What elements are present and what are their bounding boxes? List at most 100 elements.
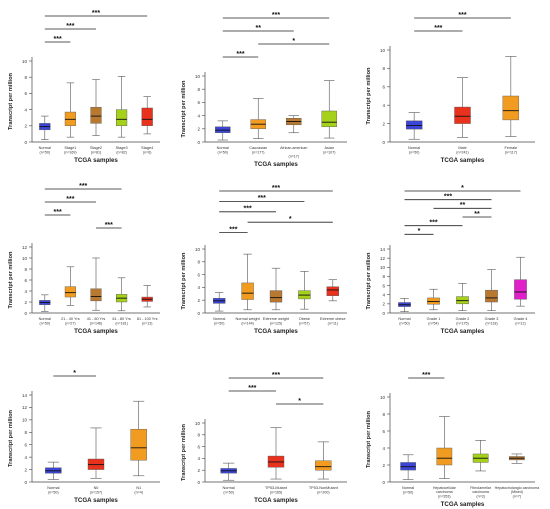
box-2: Grade 1(n=54)	[427, 288, 441, 325]
x-axis-title: TCGA samples	[441, 328, 485, 335]
significance-label: ***	[434, 25, 442, 32]
category-label: 21 - 40 Yrs	[61, 317, 80, 321]
y-tick-label: 8	[197, 87, 200, 92]
category-label: Hepatocellular carcinoma	[433, 486, 457, 494]
x-axis-title: TCGA samples	[441, 501, 485, 508]
category-count: (n=13)	[142, 321, 153, 325]
significance-bracket: ***	[404, 193, 492, 200]
y-tick-label: 10	[195, 74, 201, 79]
panel-9: 0 2 4 6 8 10 Transcript per million Normal(n=50…	[366, 372, 539, 508]
box-2: TP53-Mutant(n=165)	[265, 427, 288, 494]
box-1: Normal(n=50)	[45, 461, 62, 494]
box-body	[321, 110, 337, 128]
category-label: Extreme weight	[263, 317, 290, 321]
category-count: (n=169)	[64, 150, 77, 154]
x-axis-title: TCGA samples	[74, 157, 118, 164]
box-1: Normal(n=50)	[213, 292, 225, 325]
category-label: African-american	[280, 146, 307, 150]
y-tick-label: 8	[197, 260, 200, 265]
box-body	[502, 95, 520, 121]
significance-label: *	[73, 370, 76, 377]
category-count: (n=6)	[143, 150, 152, 154]
category-label: TP53-NonMutant	[309, 486, 339, 490]
category-count: (n=50)	[409, 150, 420, 154]
x-axis-title: TCGA samples	[74, 497, 118, 504]
significance-bracket: *	[258, 38, 330, 45]
box-3: Grade 2(n=175)	[456, 282, 470, 325]
box-2: Normal weight(n=144)	[235, 253, 261, 325]
category-label: N0	[94, 486, 99, 490]
y-tick-label: 0	[382, 311, 385, 316]
category-count: (n=11)	[328, 321, 338, 325]
category-label: Grade 2	[456, 317, 470, 321]
box-3: 41 - 60 Yrs(n=146)	[87, 257, 105, 325]
y-tick-label: 6	[24, 91, 27, 96]
category-label: Male	[458, 146, 466, 150]
y-tick-label: 4	[24, 107, 27, 112]
box-3: Extreme weight(n=125)	[263, 267, 290, 325]
category-label: Grade 1	[427, 317, 441, 321]
y-tick-label: 0	[197, 480, 200, 485]
category-count: (n=50)	[214, 321, 225, 325]
x-axis-title: TCGA samples	[254, 161, 298, 168]
box-3: Female(n=117)	[502, 56, 520, 154]
significance-label: *	[289, 216, 292, 223]
y-tick-label: 6	[24, 278, 27, 283]
significance-bracket: ***	[404, 219, 463, 226]
y-tick-label: 8	[382, 66, 385, 71]
y-tick-label: 10	[22, 59, 28, 64]
y-tick-label: 2	[197, 127, 200, 132]
y-tick-label: 4	[24, 289, 27, 294]
box-body	[427, 297, 440, 305]
y-axis-label: Transcript per million	[366, 67, 372, 124]
category-count: (n=50)	[223, 490, 234, 494]
box-2: N0(n=157)	[87, 427, 105, 494]
significance-label: ***	[54, 209, 62, 216]
category-label: Extreme obese	[320, 317, 346, 321]
box-body	[326, 286, 339, 296]
category-count: (n=125)	[270, 321, 283, 325]
category-count: (n=57)	[299, 321, 310, 325]
box-body	[454, 106, 471, 124]
significance-bracket: **	[462, 211, 492, 218]
box-1: Normal(n=50)	[398, 298, 411, 325]
y-tick-label: 14	[22, 393, 28, 398]
category-label: Stage1	[64, 146, 76, 150]
box-4: 61 - 80 Yrs(n=181)	[112, 277, 131, 325]
x-axis-title: TCGA samples	[254, 497, 298, 504]
significance-bracket: ***	[222, 12, 330, 19]
significance-label: *	[292, 38, 295, 45]
significance-label: ***	[272, 185, 280, 192]
box-2: Hepatocellular carcinoma(n=353)	[433, 416, 457, 499]
significance-label: ***	[258, 195, 266, 202]
significance-label: ***	[272, 12, 280, 19]
significance-bracket: ***	[44, 10, 148, 17]
significance-label: *	[298, 398, 301, 405]
box-1: Normal(n=50)	[405, 112, 423, 154]
significance-label: ***	[429, 219, 437, 226]
category-count: (n=54)	[428, 321, 439, 325]
y-tick-label: 2	[382, 302, 385, 307]
y-tick-label: 8	[197, 433, 200, 438]
y-tick-label: 2	[382, 463, 385, 468]
category-label: N1	[136, 486, 141, 490]
y-tick-label: 12	[380, 256, 386, 261]
panel-2: 0 2 4 6 8 10 Transcript per million Normal(n=50…	[181, 12, 347, 168]
category-count: (n=4)	[134, 490, 143, 494]
significance-bracket: ***	[44, 23, 96, 30]
category-count: (n=157)	[90, 490, 103, 494]
category-label: Hepatocholangio carcinoma (Mixed)	[495, 486, 540, 494]
y-tick-label: 10	[195, 247, 201, 252]
significance-bracket: ***	[44, 209, 71, 216]
y-axis-label: Transcript per million	[8, 409, 14, 466]
y-axis-label: Transcript per million	[8, 251, 14, 308]
y-tick-label: 4	[197, 285, 200, 290]
box-body	[141, 107, 153, 127]
significance-label: **	[474, 211, 480, 218]
significance-bracket: ***	[414, 25, 463, 32]
category-label: Grade 4	[514, 317, 528, 321]
y-tick-label: 0	[197, 140, 200, 145]
